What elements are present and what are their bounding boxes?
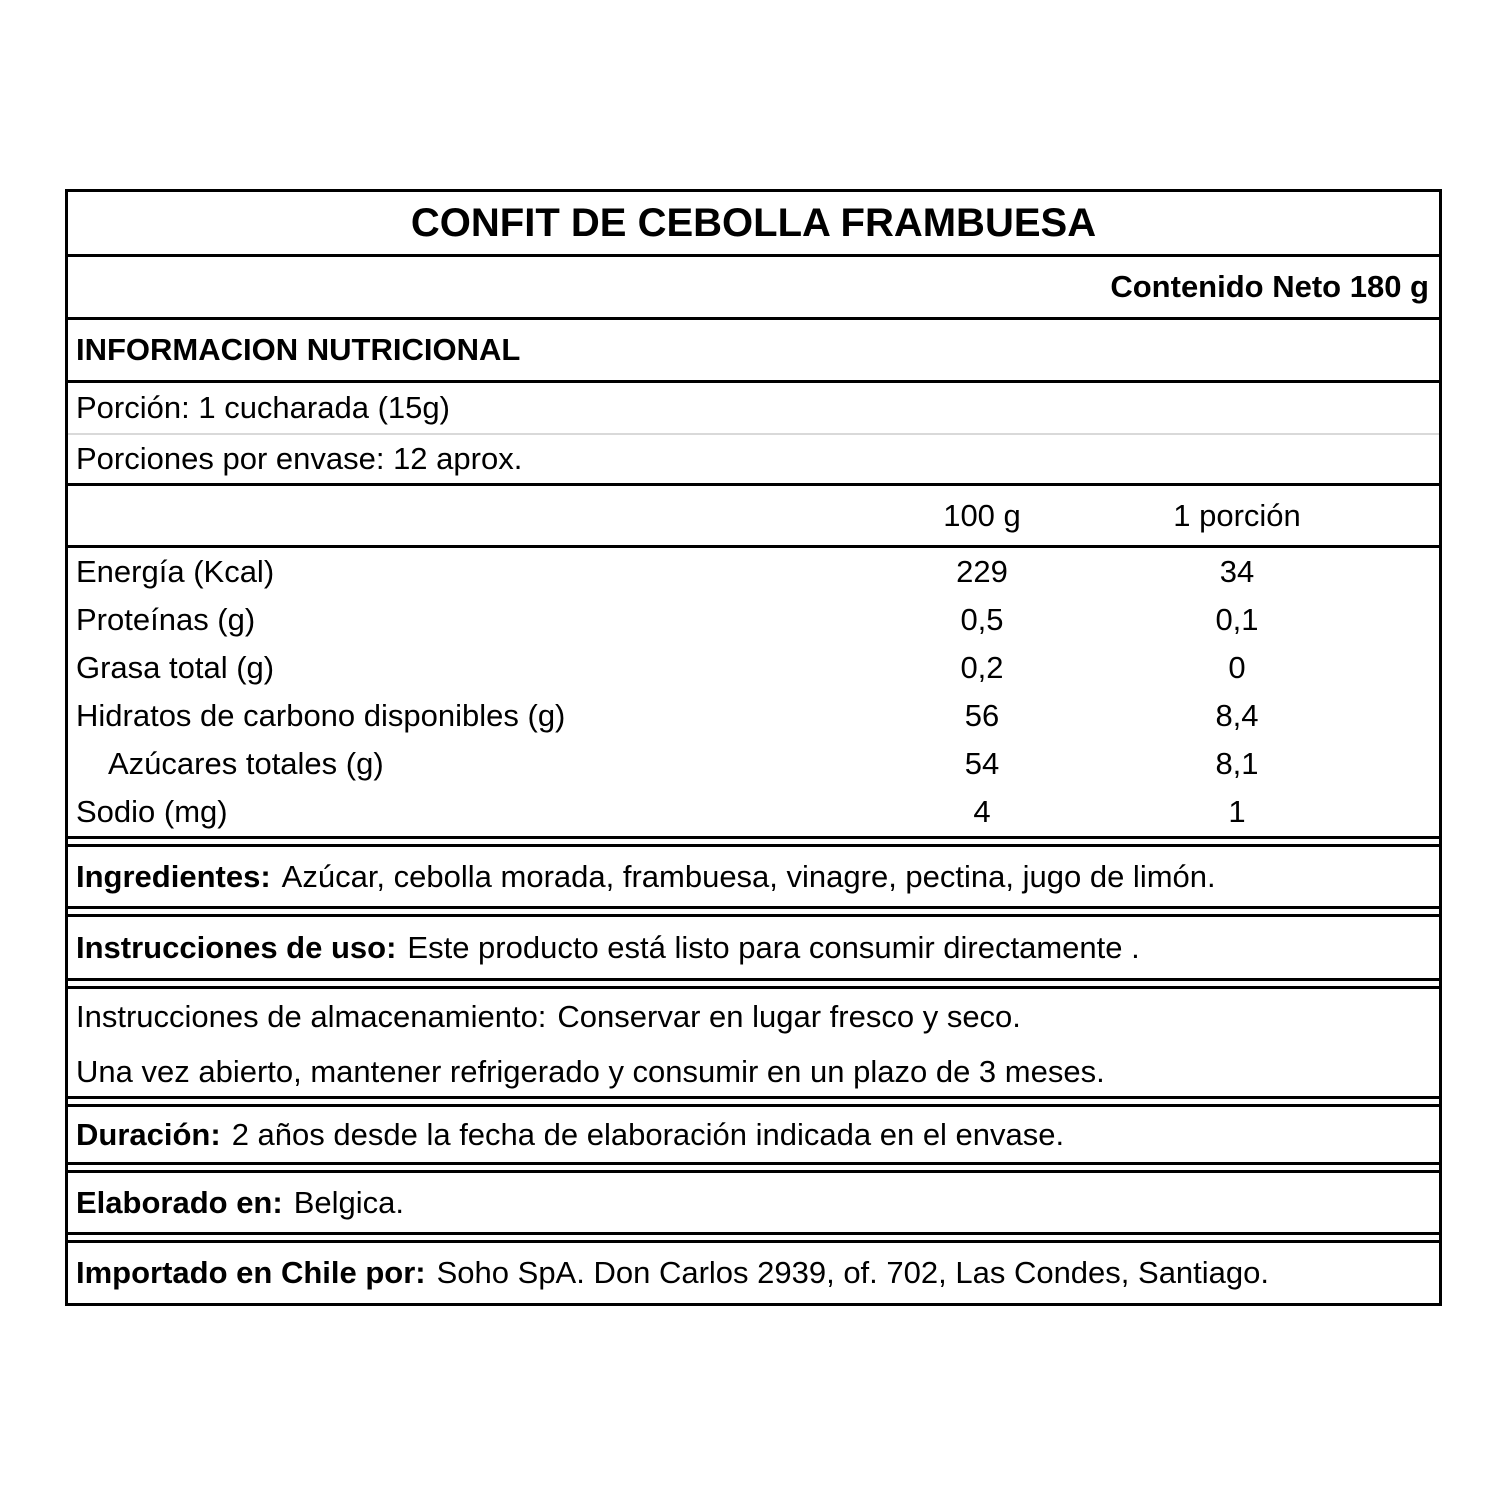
nutrient-per100: 4 xyxy=(973,794,991,829)
importer-label: Importado en Chile por: xyxy=(76,1255,426,1290)
column-header-100g: 100 g xyxy=(943,497,1021,533)
ingredients-text: Azúcar, cebolla morada, frambuesa, vinag… xyxy=(281,858,1216,894)
nutrient-row-grasa: Grasa total (g) 0,2 0 xyxy=(68,644,1439,692)
nutrient-per100: 54 xyxy=(964,746,1000,781)
section-divider xyxy=(68,1099,1439,1107)
nutrient-name: Hidratos de carbono disponibles (g) xyxy=(76,698,566,733)
nutrition-label: CONFIT DE CEBOLLA FRAMBUESA Contenido Ne… xyxy=(65,189,1442,1306)
storage-line-1: Instrucciones de almacenamiento: Conserv… xyxy=(76,989,1439,1045)
column-header-row: 100 g 1 porción xyxy=(68,486,1439,548)
section-divider xyxy=(68,909,1439,917)
duration-label: Duración: xyxy=(76,1116,221,1152)
nutrient-per100: 56 xyxy=(964,698,1000,733)
importer-section: Importado en Chile por: Soho SpA. Don Ca… xyxy=(68,1243,1439,1303)
usage-instructions-section: Instrucciones de uso: Este producto está… xyxy=(68,917,1439,981)
made-in-text: Belgica. xyxy=(293,1184,404,1220)
ingredients-label: Ingredientes: xyxy=(76,858,271,894)
nutrient-portion: 0,1 xyxy=(1215,602,1259,637)
nutrient-portion: 34 xyxy=(1219,554,1255,589)
nutrient-name: Energía (Kcal) xyxy=(76,554,275,589)
nutrient-row-azucares: Azúcares totales (g) 54 8,1 xyxy=(68,740,1439,788)
serving-size: Porción: 1 cucharada (15g) xyxy=(68,383,1439,435)
nutrient-name: Grasa total (g) xyxy=(76,650,275,685)
usage-text: Este producto está listo para consumir d… xyxy=(407,929,1140,965)
duration-section: Duración: 2 años desde la fecha de elabo… xyxy=(68,1107,1439,1165)
section-divider xyxy=(68,981,1439,989)
made-in-section: Elaborado en: Belgica. xyxy=(68,1173,1439,1235)
nutrient-per100: 0,5 xyxy=(960,602,1004,637)
nutrient-portion: 8,1 xyxy=(1215,746,1259,781)
nutrients-table: Energía (Kcal) 229 34 Proteínas (g) 0,5 … xyxy=(68,548,1439,839)
nutrient-row-sodio: Sodio (mg) 4 1 xyxy=(68,788,1439,836)
section-divider xyxy=(68,839,1439,847)
duration-text: 2 años desde la fecha de elaboración ind… xyxy=(231,1116,1065,1152)
nutrient-portion: 0 xyxy=(1228,650,1246,685)
nutrient-row-proteinas: Proteínas (g) 0,5 0,1 xyxy=(68,596,1439,644)
nutrition-facts-header: INFORMACION NUTRICIONAL xyxy=(68,320,1439,383)
nutrient-per100: 229 xyxy=(956,554,1008,589)
servings-per-container: Porciones por envase: 12 aprox. xyxy=(68,435,1439,486)
nutrient-portion: 1 xyxy=(1228,794,1246,829)
storage-text: Conservar en lugar fresco y seco. xyxy=(557,999,1021,1034)
storage-line-2: Una vez abierto, mantener refrigerado y … xyxy=(76,1054,1105,1089)
importer-text: Soho SpA. Don Carlos 2939, of. 702, Las … xyxy=(436,1255,1270,1290)
nutrient-portion: 8,4 xyxy=(1215,698,1259,733)
product-title: CONFIT DE CEBOLLA FRAMBUESA xyxy=(68,192,1439,257)
nutrient-row-hidratos: Hidratos de carbono disponibles (g) 56 8… xyxy=(68,692,1439,740)
storage-instructions-section: Instrucciones de almacenamiento: Conserv… xyxy=(68,989,1439,1099)
nutrient-name: Proteínas (g) xyxy=(76,602,256,637)
column-header-portion: 1 porción xyxy=(1173,497,1301,533)
nutrient-name: Sodio (mg) xyxy=(76,794,228,829)
made-in-label: Elaborado en: xyxy=(76,1184,283,1220)
usage-label: Instrucciones de uso: xyxy=(76,929,397,965)
section-divider xyxy=(68,1235,1439,1243)
nutrient-name: Azúcares totales (g) xyxy=(108,746,384,781)
section-divider xyxy=(68,1165,1439,1173)
nutrient-row-energia: Energía (Kcal) 229 34 xyxy=(68,548,1439,596)
nutrient-per100: 0,2 xyxy=(960,650,1004,685)
storage-label: Instrucciones de almacenamiento: xyxy=(76,999,547,1034)
ingredients-section: Ingredientes: Azúcar, cebolla morada, fr… xyxy=(68,847,1439,909)
net-content: Contenido Neto 180 g xyxy=(68,257,1439,320)
